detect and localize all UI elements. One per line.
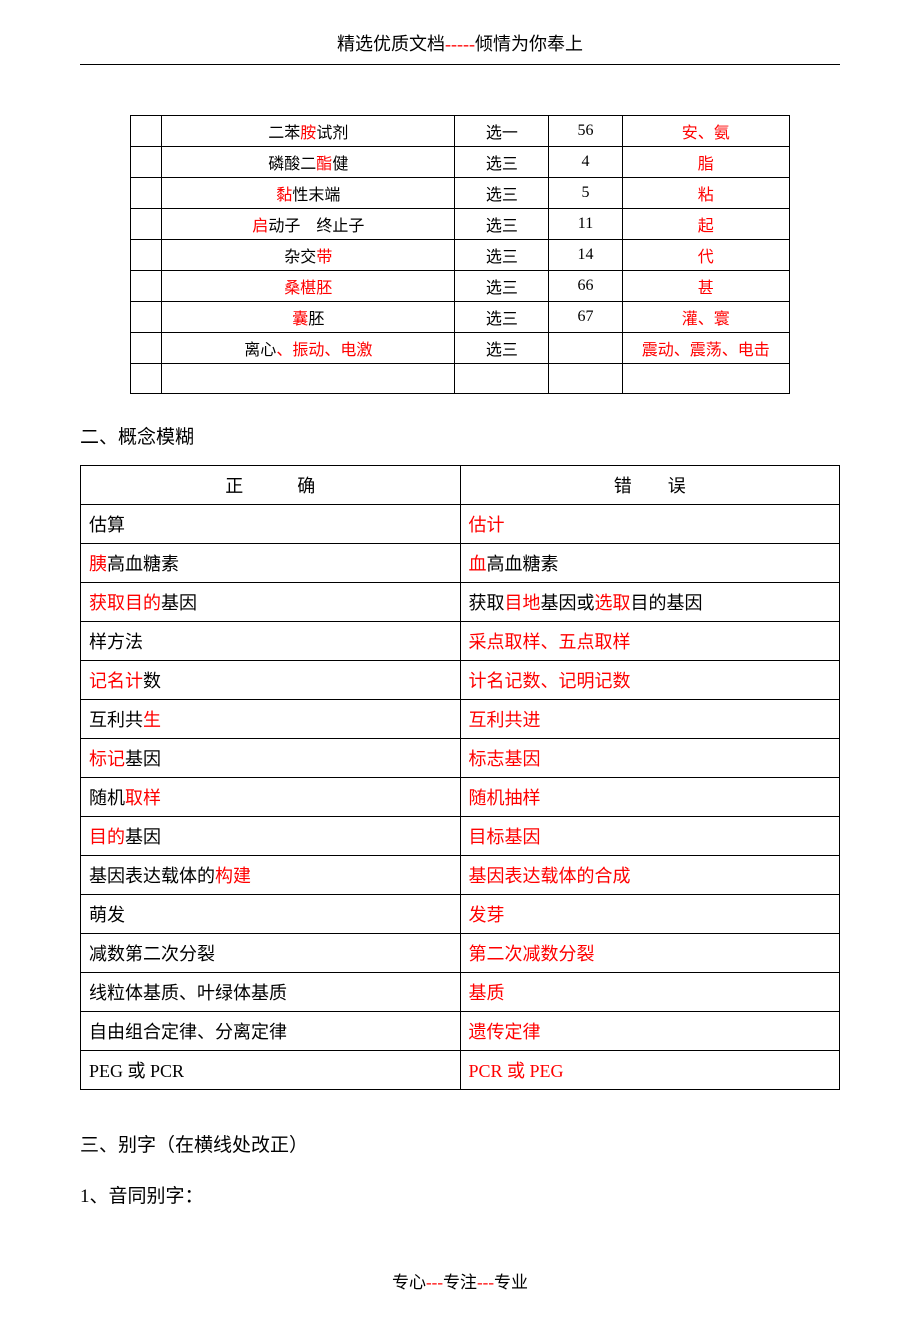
header-prefix: 精选优质文档 xyxy=(337,34,445,54)
table-row: 启动子 终止子选三11起 xyxy=(131,209,790,240)
table-row: 估算估计 xyxy=(81,505,840,544)
table-row: 自由组合定律、分离定律遗传定律 xyxy=(81,1012,840,1051)
table-section1: 二苯胺试剂选一56安、氨磷酸二酯健选三4脂黏性末端选三5粘启动子 终止子选三11… xyxy=(130,115,790,394)
table-row: 标记基因标志基因 xyxy=(81,739,840,778)
table-row: 磷酸二酯健选三4脂 xyxy=(131,147,790,178)
table-row: 囊胚选三67灌、寰 xyxy=(131,302,790,333)
table-row: 线粒体基质、叶绿体基质基质 xyxy=(81,973,840,1012)
section3-title: 三、别字（在横线处改正） xyxy=(80,1130,840,1157)
table-row: 二苯胺试剂选一56安、氨 xyxy=(131,116,790,147)
table2-header-wrong: 错 误 xyxy=(460,466,840,505)
table-row xyxy=(131,364,790,394)
table-row: 离心、振动、电激选三震动、震荡、电击 xyxy=(131,333,790,364)
table-row: 杂交带选三14代 xyxy=(131,240,790,271)
table-row: 基因表达载体的构建基因表达载体的合成 xyxy=(81,856,840,895)
header-suffix: 倾情为你奉上 xyxy=(475,34,583,54)
section3-item1: 1、音同别字： xyxy=(80,1181,840,1208)
page-footer: 专心---专注---专业 xyxy=(80,1268,840,1293)
table-row: 样方法采点取样、五点取样 xyxy=(81,622,840,661)
table-section2: 正 确 错 误 估算估计胰高血糖素血高血糖素获取目的基因获取目地基因或选取目的基… xyxy=(80,465,840,1090)
section2-title: 二、概念模糊 xyxy=(80,422,840,449)
table-row: 互利共生互利共进 xyxy=(81,700,840,739)
table-row: 获取目的基因获取目地基因或选取目的基因 xyxy=(81,583,840,622)
table-row: 目的基因目标基因 xyxy=(81,817,840,856)
table2-header-correct: 正 确 xyxy=(81,466,461,505)
table-row: 黏性末端选三5粘 xyxy=(131,178,790,209)
table-row: PEG 或 PCRPCR 或 PEG xyxy=(81,1051,840,1090)
table-row: 随机取样随机抽样 xyxy=(81,778,840,817)
table-row: 桑椹胚选三66甚 xyxy=(131,271,790,302)
page-header: 精选优质文档-----倾情为你奉上 xyxy=(80,30,840,65)
table-row: 减数第二次分裂第二次减数分裂 xyxy=(81,934,840,973)
table-row: 胰高血糖素血高血糖素 xyxy=(81,544,840,583)
header-dashes: ----- xyxy=(445,34,475,54)
table-row: 萌发发芽 xyxy=(81,895,840,934)
table-row: 记名计数计名记数、记明记数 xyxy=(81,661,840,700)
